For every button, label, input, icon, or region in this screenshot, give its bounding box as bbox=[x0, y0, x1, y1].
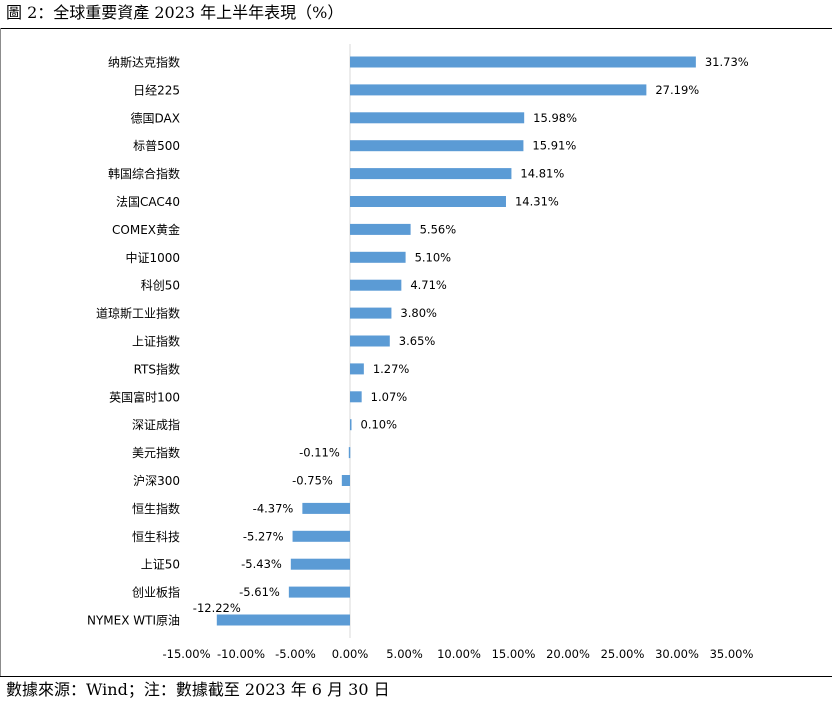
value-label: 3.65% bbox=[399, 334, 436, 348]
category-label: 上证50 bbox=[141, 558, 180, 572]
value-label: 4.71% bbox=[410, 278, 447, 292]
value-label: -4.37% bbox=[253, 501, 294, 515]
category-label: COMEX黄金 bbox=[112, 222, 180, 237]
category-label: 上证指数 bbox=[132, 334, 180, 349]
value-label: 15.98% bbox=[533, 111, 577, 125]
x-tick-label: 25.00% bbox=[601, 647, 645, 661]
value-label: 1.07% bbox=[371, 390, 408, 404]
category-label: 恒生指数 bbox=[132, 501, 180, 516]
value-label: 5.56% bbox=[420, 222, 457, 236]
bar bbox=[350, 140, 524, 152]
x-tick-label: 15.00% bbox=[492, 647, 536, 661]
category-label: 深证成指 bbox=[132, 417, 180, 432]
bar bbox=[350, 168, 512, 180]
figure-title: 圖 2：全球重要資產 2023 年上半年表現（%） bbox=[6, 3, 344, 22]
value-labels: 31.73% 27.19% 15.98% 15.91% 14.81% 14.31% 5.56… bbox=[193, 55, 749, 615]
x-tick-labels: -15.00% -10.00% -5.00% 0.00% 5.00% 10.00% 15.0… bbox=[163, 647, 754, 661]
bar bbox=[350, 363, 364, 375]
bar bbox=[350, 112, 525, 124]
left-border bbox=[0, 28, 1, 676]
bar bbox=[341, 475, 350, 486]
category-label: 科创50 bbox=[141, 279, 180, 293]
value-label: 14.81% bbox=[520, 167, 564, 181]
value-label: 31.73% bbox=[705, 55, 749, 69]
x-tick-label: 20.00% bbox=[546, 647, 590, 661]
category-label: RTS指数 bbox=[134, 361, 180, 376]
x-tick-label: 35.00% bbox=[710, 647, 754, 661]
category-label: 日经225 bbox=[133, 83, 180, 97]
category-label: 韩国综合指数 bbox=[108, 166, 180, 181]
value-label: -12.22% bbox=[193, 601, 241, 615]
value-label: -5.43% bbox=[241, 557, 282, 571]
bar bbox=[350, 84, 647, 96]
top-rule bbox=[0, 28, 832, 29]
category-label: 沪深300 bbox=[133, 474, 180, 488]
bar bbox=[292, 530, 350, 542]
category-label: 纳斯达克指数 bbox=[108, 55, 180, 70]
category-label: NYMEX WTI原油 bbox=[87, 614, 180, 628]
value-label: -5.27% bbox=[243, 529, 284, 543]
x-tick-label: 0.00% bbox=[332, 647, 369, 661]
x-tick-label: 5.00% bbox=[386, 647, 423, 661]
bar bbox=[348, 447, 351, 459]
source-note: 數據來源：Wind；注：數據截至 2023 年 6 月 30 日 bbox=[6, 680, 390, 699]
category-label: 恒生科技 bbox=[132, 530, 180, 544]
bar bbox=[288, 586, 350, 598]
category-label: 德国DAX bbox=[131, 110, 180, 125]
bar bbox=[350, 223, 411, 235]
category-label: 标普500 bbox=[133, 139, 180, 153]
category-label: 创业板指 bbox=[132, 585, 180, 600]
bar bbox=[350, 391, 362, 403]
x-tick-label: -10.00% bbox=[217, 647, 265, 661]
bar bbox=[350, 335, 390, 347]
value-label: -0.75% bbox=[292, 474, 333, 488]
x-tick-label: 30.00% bbox=[655, 647, 699, 661]
bar bbox=[350, 419, 352, 431]
bar bbox=[216, 614, 350, 626]
bar bbox=[302, 502, 350, 514]
bar bbox=[350, 307, 392, 319]
value-label: -0.11% bbox=[299, 446, 340, 460]
bar bbox=[350, 279, 402, 291]
bar bbox=[350, 196, 506, 207]
x-tick-label: 10.00% bbox=[437, 647, 481, 661]
value-label: 1.27% bbox=[373, 362, 410, 376]
category-label: 英国富时100 bbox=[109, 389, 180, 404]
category-label: 美元指数 bbox=[132, 445, 180, 460]
category-label: 道琼斯工业指数 bbox=[96, 306, 180, 321]
value-label: 27.19% bbox=[655, 83, 699, 97]
category-label: 法国CAC40 bbox=[116, 195, 180, 209]
bar bbox=[350, 251, 406, 263]
category-label: 中证1000 bbox=[125, 250, 180, 265]
value-label: 5.10% bbox=[415, 250, 452, 264]
x-tick-label: -15.00% bbox=[163, 647, 211, 661]
value-label: 0.10% bbox=[361, 418, 398, 432]
bottom-rule bbox=[0, 676, 832, 677]
value-label: 14.31% bbox=[515, 195, 559, 209]
bar bbox=[350, 56, 696, 68]
value-label: -5.61% bbox=[239, 585, 280, 599]
bar-group bbox=[216, 56, 696, 626]
value-label: 15.91% bbox=[532, 139, 576, 153]
bar bbox=[290, 558, 350, 570]
value-label: 3.80% bbox=[400, 306, 437, 320]
x-tick-label: -5.00% bbox=[275, 647, 316, 661]
